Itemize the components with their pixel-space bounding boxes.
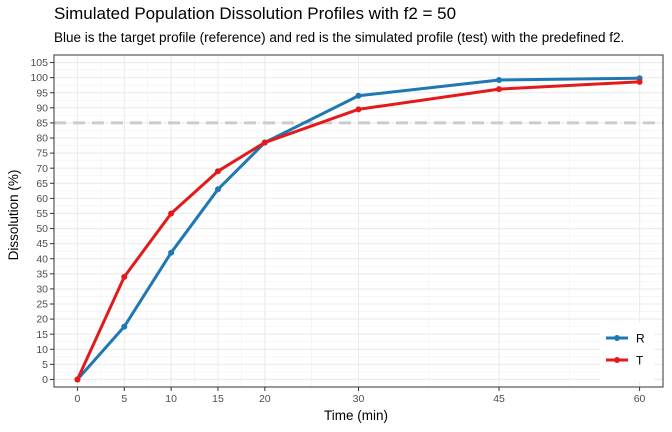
y-axis-title: Dissolution (%)	[6, 170, 21, 261]
y-tick-label: 70	[36, 163, 48, 175]
y-tick-label: 35	[36, 268, 48, 280]
y-tick-label: 30	[36, 284, 48, 296]
data-point-T	[121, 273, 128, 280]
legend-label: T	[636, 354, 644, 368]
y-tick-label: 0	[42, 374, 48, 386]
data-point-T	[261, 139, 268, 146]
y-tick-label: 65	[36, 178, 48, 190]
y-tick-label: 15	[36, 329, 48, 341]
data-point-R	[355, 92, 362, 99]
x-tick-label: 20	[259, 393, 271, 405]
y-tick-label: 25	[36, 299, 48, 311]
chart-title: Simulated Population Dissolution Profile…	[54, 4, 457, 23]
x-tick-label: 45	[493, 393, 505, 405]
y-tick-label: 80	[36, 133, 48, 145]
x-tick-label: 5	[121, 393, 127, 405]
data-point-T	[168, 210, 175, 217]
legend-key-point	[614, 357, 620, 363]
y-tick-label: 5	[42, 359, 48, 371]
y-tick-label: 55	[36, 208, 48, 220]
y-tick-label: 90	[36, 102, 48, 114]
x-axis-title: Time (min)	[324, 408, 388, 423]
y-tick-label: 60	[36, 193, 48, 205]
data-point-T	[214, 168, 221, 175]
y-tick-label: 100	[30, 72, 48, 84]
y-tick-label: 45	[36, 238, 48, 250]
y-tick-label: 20	[36, 314, 48, 326]
x-tick-label: 0	[75, 393, 81, 405]
data-point-R	[121, 323, 128, 330]
legend-key-point	[614, 335, 620, 341]
series-line-T	[75, 80, 642, 381]
x-tick-label: 30	[353, 393, 365, 405]
y-tick-label: 40	[36, 253, 48, 265]
y-tick-label: 95	[36, 87, 48, 99]
legend-label: R	[636, 332, 645, 346]
series-line-R	[75, 76, 642, 381]
legend-box	[600, 322, 654, 382]
data-point-R	[214, 186, 221, 193]
y-tick-label: 75	[36, 148, 48, 160]
y-tick-label: 105	[30, 57, 48, 69]
y-tick-label: 85	[36, 118, 48, 130]
data-point-T	[496, 86, 503, 93]
x-tick-label: 10	[165, 393, 177, 405]
data-point-R	[496, 77, 503, 84]
y-tick-label: 10	[36, 344, 48, 356]
data-point-T	[74, 376, 81, 383]
data-point-T	[355, 106, 362, 113]
x-tick-label: 15	[212, 393, 224, 405]
data-point-R	[168, 249, 175, 256]
x-tick-label: 60	[634, 393, 646, 405]
y-tick-label: 50	[36, 223, 48, 235]
data-point-T	[636, 78, 643, 85]
chart-subtitle: Blue is the target profile (reference) a…	[54, 30, 625, 45]
